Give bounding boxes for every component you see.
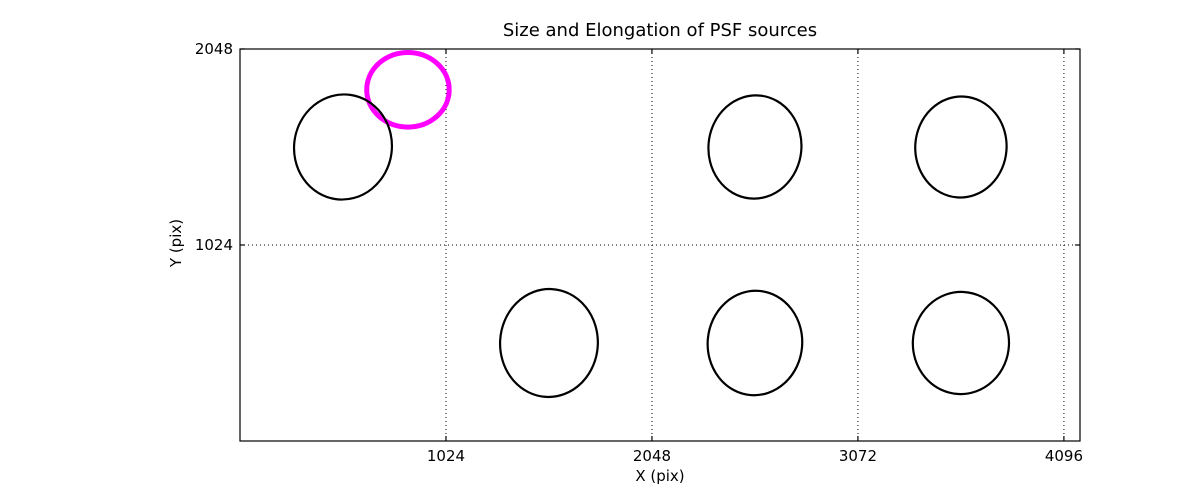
x-tick-label-3072: 3072 xyxy=(839,447,877,465)
psf-source-3 xyxy=(914,95,1008,199)
psf-source-4 xyxy=(498,287,599,399)
x-tick-label-1024: 1024 xyxy=(427,447,465,465)
psf-source-5 xyxy=(706,289,804,397)
y-tick-label-1024: 1024 xyxy=(195,236,233,254)
psf-source-1 xyxy=(292,93,394,201)
y-axis-label: Y (pix) xyxy=(167,218,185,268)
chart-title: Size and Elongation of PSF sources xyxy=(502,20,818,41)
y-tick-label-2048: 2048 xyxy=(195,40,233,58)
x-tick-label-2048: 2048 xyxy=(633,447,671,465)
psf-source-highlighted xyxy=(364,49,452,130)
psf-source-2 xyxy=(707,94,803,200)
x-axis-label: X (pix) xyxy=(635,467,685,485)
psf-source-6 xyxy=(911,290,1011,396)
x-tick-label-4096: 4096 xyxy=(1045,447,1083,465)
